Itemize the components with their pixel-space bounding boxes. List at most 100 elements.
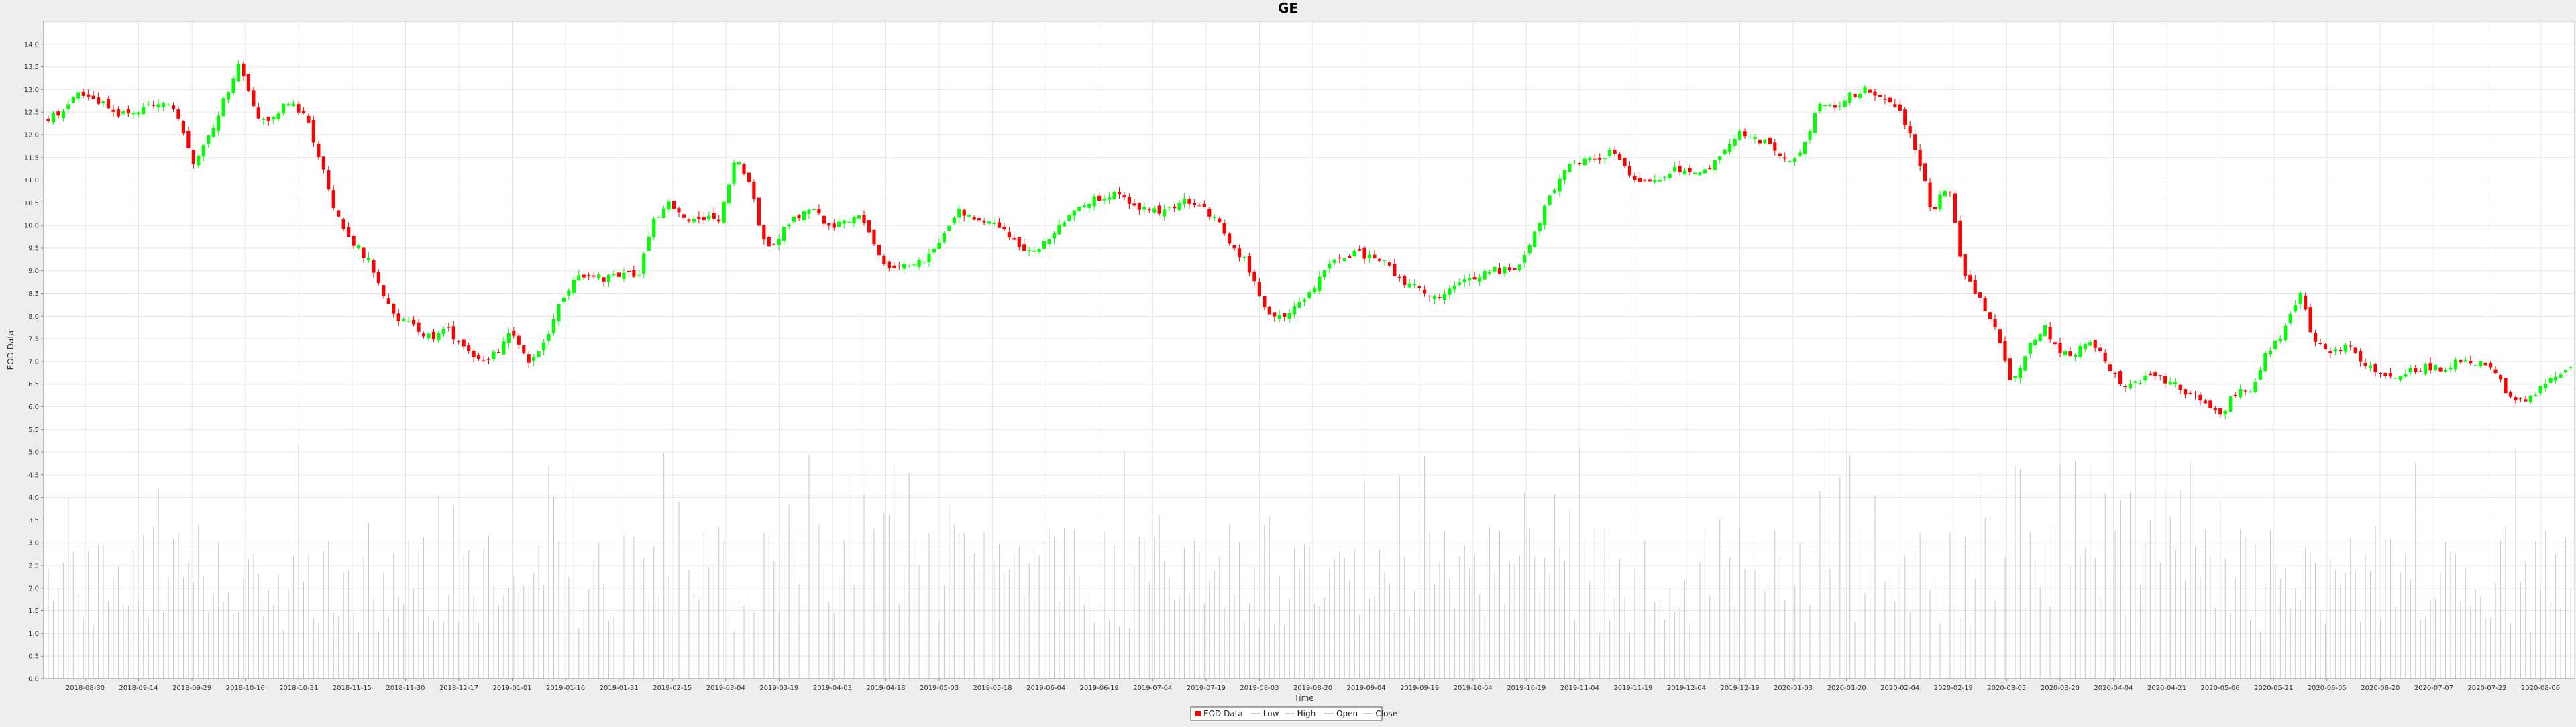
candle-body <box>2008 358 2012 380</box>
candle-body <box>106 99 111 109</box>
x-tick-label: 2020-01-20 <box>1827 685 1866 692</box>
candle-body <box>1883 98 1887 100</box>
candle-body <box>1678 166 1682 172</box>
candle-body <box>2174 382 2178 384</box>
x-tick-label: 2019-09-04 <box>1347 685 1386 692</box>
x-tick-label: 2019-02-15 <box>653 685 692 692</box>
candle-body <box>1517 264 1521 270</box>
candle-body <box>311 120 315 143</box>
candle-body <box>1568 164 1572 172</box>
candle-body <box>1737 131 1742 140</box>
candle-body <box>56 111 60 116</box>
candle-body <box>1543 205 1547 225</box>
candle-body <box>1653 180 1657 182</box>
candle-body <box>1077 206 1081 211</box>
candle-body <box>1908 126 1912 133</box>
candle-body <box>2018 368 2022 378</box>
candle-body <box>331 190 335 209</box>
candle-body <box>2248 391 2253 393</box>
candle-body <box>2278 339 2282 341</box>
candle-body <box>1472 277 1477 280</box>
candle-body <box>317 144 321 157</box>
candle-body <box>181 121 186 133</box>
candle-body <box>1377 258 1382 261</box>
candle-body <box>2133 381 2137 383</box>
x-tick-label: 2019-11-19 <box>1613 685 1652 692</box>
candle-body <box>1132 203 1136 206</box>
candle-body <box>2153 372 2157 376</box>
x-tick-label: 2019-10-19 <box>1507 685 1546 692</box>
candle-body <box>51 113 56 123</box>
candle-body <box>2569 367 2573 368</box>
candle-body <box>1208 209 1212 217</box>
x-tick-label: 2018-10-31 <box>279 685 318 692</box>
candle-body <box>2534 394 2538 396</box>
candle-body <box>2098 347 2102 351</box>
candle-body <box>2218 408 2222 415</box>
candle-body <box>1182 198 1187 205</box>
candle-body <box>987 221 991 224</box>
x-tick-label: 2019-09-19 <box>1400 685 1439 692</box>
candle-body <box>236 64 241 82</box>
candle-body <box>2548 378 2553 383</box>
candle-body <box>2538 386 2542 394</box>
candle-body <box>522 345 526 353</box>
candle-body <box>1163 209 1167 217</box>
candle-body <box>577 275 581 281</box>
candle-body <box>842 220 846 224</box>
x-tick-label: 2019-05-03 <box>920 685 959 692</box>
candle-body <box>1413 284 1417 286</box>
candle-body <box>512 331 516 336</box>
candle-body <box>757 197 761 226</box>
candle-body <box>1548 195 1552 205</box>
candle-body <box>2404 374 2408 377</box>
candle-body <box>1027 250 1031 251</box>
candle-body <box>2268 351 2272 355</box>
candle-body <box>1273 312 1277 317</box>
candle-body <box>847 221 851 223</box>
candle-body <box>71 97 75 103</box>
candle-body <box>1788 160 1792 162</box>
candle-body <box>1497 268 1502 274</box>
y-tick-label: 4.0 <box>28 494 39 502</box>
candle-body <box>622 272 626 279</box>
candle-body <box>457 341 461 342</box>
candle-body <box>2359 351 2363 362</box>
candle-body <box>97 97 101 104</box>
candle-body <box>1933 207 1937 210</box>
x-tick-label: 2020-04-04 <box>2094 685 2133 692</box>
candle-body <box>862 215 866 223</box>
candle-body <box>857 215 861 219</box>
candle-body <box>2378 372 2383 374</box>
candle-body <box>262 119 266 121</box>
candle-body <box>1037 249 1041 252</box>
candle-body <box>747 172 751 183</box>
candle-body <box>2178 384 2182 390</box>
candle-body <box>421 333 426 337</box>
candle-body <box>201 145 205 157</box>
y-tick-label: 10.0 <box>24 223 39 230</box>
candle-body <box>1708 168 1712 170</box>
candle-body <box>1112 191 1116 199</box>
legend-swatch <box>1195 711 1201 716</box>
candle-body <box>587 274 591 276</box>
candle-body <box>937 243 941 249</box>
candle-body <box>2198 394 2202 401</box>
candle-body <box>101 101 105 103</box>
candle-body <box>171 105 176 109</box>
candle-body <box>1247 256 1252 273</box>
candle-body <box>807 209 811 214</box>
candle-body <box>1092 197 1096 207</box>
candle-body <box>1042 241 1046 249</box>
x-tick-label: 2019-06-04 <box>1026 685 1065 692</box>
candle-body <box>1052 233 1057 239</box>
candle-body <box>1452 285 1456 290</box>
candle-body <box>1728 144 1732 152</box>
candle-body <box>1252 271 1256 282</box>
candle-body <box>1493 266 1497 272</box>
candle-body <box>1718 156 1722 160</box>
candle-body <box>2053 342 2057 345</box>
candle-body <box>186 131 191 148</box>
candle-body <box>256 107 260 119</box>
y-axis-label: EOD Data <box>6 331 15 370</box>
